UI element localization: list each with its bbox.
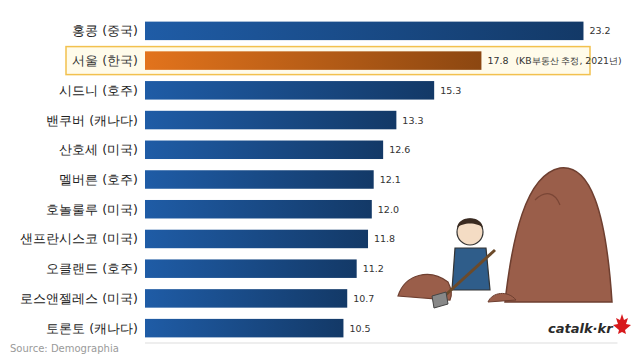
mound-line	[535, 194, 560, 205]
data-label: 17.8	[487, 55, 508, 66]
data-label: 12.1	[380, 174, 401, 185]
bars	[145, 22, 583, 338]
data-label: 12.0	[378, 204, 399, 215]
maple-leaf	[613, 314, 631, 334]
data-label: 11.2	[363, 263, 384, 274]
annotation: (KB부동산 추정, 2021년)	[515, 55, 621, 66]
category-label: 로스앤젤레스 (미국)	[20, 291, 138, 306]
bar	[145, 141, 383, 160]
dirt-mound	[505, 168, 612, 302]
bar	[145, 22, 583, 41]
digger-hair	[457, 218, 483, 228]
chart-svg: 홍콩 (중국) 서울 (한국) 시드니 (호주) 밴쿠버 (캐나다) 산호세 (미국) 멜…	[0, 0, 640, 360]
chart-root: 홍콩 (중국) 서울 (한국) 시드니 (호주) 밴쿠버 (캐나다) 산호세 (미국) 멜…	[0, 0, 640, 360]
source: Source: Demographia	[10, 343, 119, 354]
bar	[145, 111, 396, 130]
category-label: 홍콩 (중국)	[72, 23, 138, 38]
bar	[145, 81, 434, 100]
data-label: 10.5	[349, 323, 370, 334]
category-label: 서울 (한국)	[72, 53, 138, 68]
category-label: 샌프란시스코 (미국)	[20, 231, 138, 246]
category-label: 산호세 (미국)	[59, 142, 138, 157]
shovel-blade	[432, 292, 448, 308]
watermark: catalk·kr	[548, 321, 614, 336]
bar	[145, 289, 347, 308]
data-label: 12.6	[389, 144, 410, 155]
digger-head	[457, 219, 483, 245]
shovel-handle	[440, 250, 495, 300]
data-label: 23.2	[589, 25, 610, 36]
category-label: 토론토 (캐나다)	[46, 321, 138, 336]
bar	[145, 319, 343, 338]
bar	[145, 259, 357, 278]
x-axis-line	[145, 343, 618, 344]
decoration	[398, 168, 612, 308]
bar	[145, 200, 372, 219]
data-label: 10.7	[353, 293, 374, 304]
data-label: 11.8	[374, 233, 395, 244]
bar	[145, 51, 481, 70]
category-label: 오클랜드 (호주)	[46, 261, 138, 276]
dirt-pile	[488, 293, 516, 302]
highlight-box	[66, 47, 590, 75]
category-label: 시드니 (호주)	[59, 83, 138, 98]
bar	[145, 170, 374, 189]
bar	[145, 230, 368, 249]
data-label: 13.3	[402, 115, 423, 126]
category-label: 멜버른 (호주)	[59, 172, 138, 187]
category-label: 밴쿠버 (캐나다)	[46, 113, 138, 128]
category-label: 호놀룰루 (미국)	[46, 202, 138, 217]
data-label: 15.3	[440, 85, 461, 96]
